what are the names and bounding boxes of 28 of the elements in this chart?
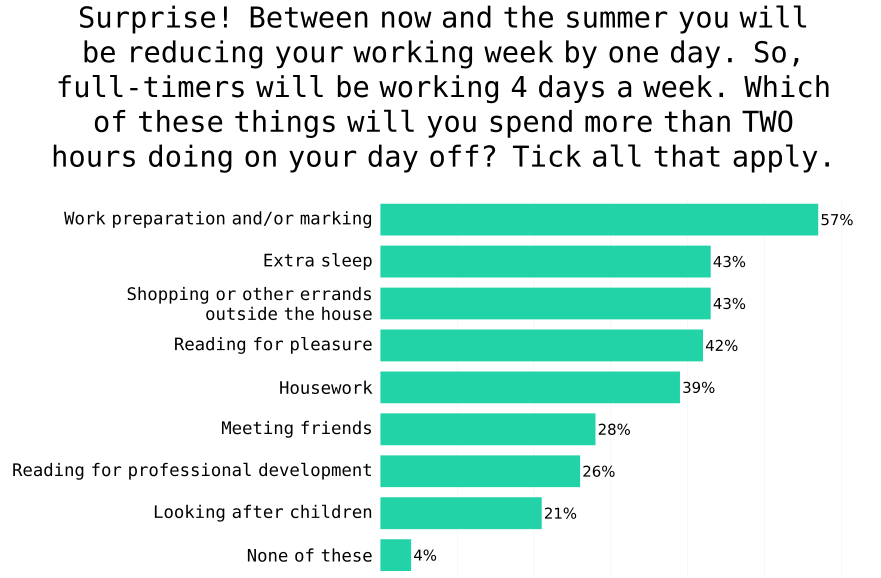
y-tick-label: Reading for pleasure <box>175 336 372 354</box>
y-tick-label: Work preparation and/or marking <box>64 211 372 228</box>
bar <box>380 246 711 278</box>
y-tick-label: Meeting friends <box>222 420 371 438</box>
data-label: 21% <box>544 508 576 519</box>
y-tick-label: Reading for professional development <box>13 462 371 480</box>
data-label: 57% <box>822 214 853 226</box>
data-label: 42% <box>706 340 738 352</box>
bar <box>380 288 711 320</box>
y-tick-label: Extra sleep <box>264 253 372 270</box>
bar <box>380 371 680 404</box>
data-label: 39% <box>683 382 714 393</box>
bar <box>380 330 704 362</box>
data-label: 43% <box>714 256 746 268</box>
y-tick-label: None of these <box>248 548 372 562</box>
data-label: 26% <box>583 466 615 477</box>
y-tick-label: Looking after children <box>154 504 372 522</box>
y-tick-label: Shopping or other errands outside the house <box>128 286 372 320</box>
data-label: 43% <box>714 298 746 310</box>
bar <box>380 455 580 488</box>
bar <box>380 497 542 530</box>
data-label: 28% <box>598 424 630 435</box>
bar <box>380 204 818 236</box>
chart-title: Surprise! Between now and the summer you will be reducing your working week by one day. So, full-timers will be working 4 days a week. Which of these things will you spend more than TWO hours doing on your day off? Tick all that apply. <box>54 5 829 173</box>
bar <box>380 413 596 446</box>
data-label: 4% <box>414 549 436 561</box>
y-tick-label: Housework <box>280 380 372 394</box>
bar <box>380 539 412 571</box>
